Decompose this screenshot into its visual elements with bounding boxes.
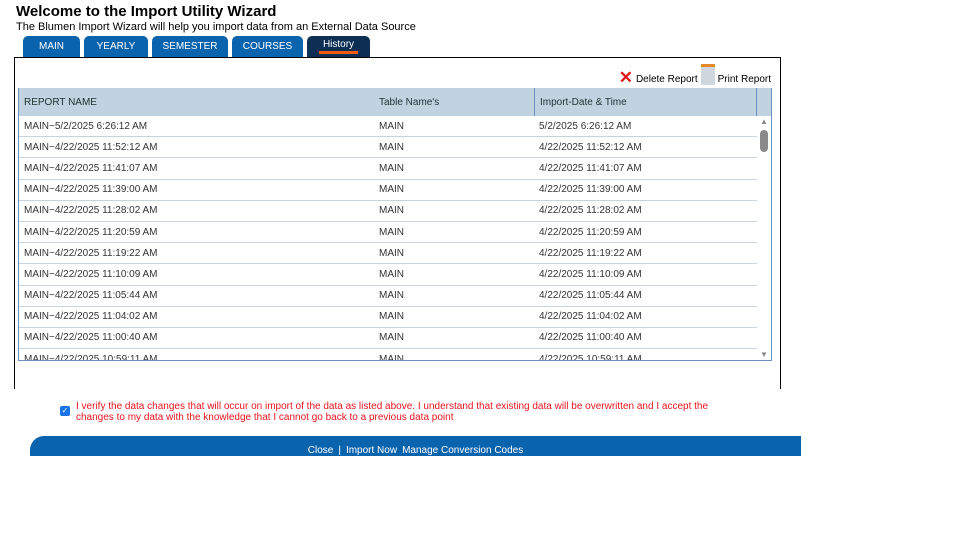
report-name-cell: MAIN~4/22/2025 11:19:22 AM (24, 247, 158, 259)
history-panel: ✕ Delete Report Print Report REPORT NAME… (14, 57, 781, 389)
import-date-cell: 4/22/2025 11:10:09 AM (539, 268, 642, 280)
delete-icon[interactable]: ✕ (618, 68, 633, 87)
table-name-cell: MAIN (379, 290, 404, 302)
table-row[interactable]: MAIN~4/22/2025 11:39:00 AM MAIN 4/22/2025 … (19, 180, 757, 201)
report-name-cell: MAIN~4/22/2025 11:20:59 AM (24, 226, 158, 238)
header-spacer (757, 88, 771, 116)
import-date-cell: 4/22/2025 11:05:44 AM (539, 290, 642, 302)
report-name-cell: MAIN~4/22/2025 11:05:44 AM (24, 290, 158, 302)
table-row[interactable]: MAIN~4/22/2025 11:52:12 AM MAIN 4/22/2025 … (19, 137, 757, 159)
import-date-cell: 4/22/2025 11:04:02 AM (539, 311, 642, 323)
table-row[interactable]: MAIN~4/22/2025 11:04:02 AM MAIN 4/22/2025 … (19, 307, 757, 328)
scrollbar-thumb[interactable] (760, 130, 768, 152)
tab-label: SEMESTER (162, 41, 218, 52)
report-name-cell: MAIN~4/22/2025 11:00:40 AM (24, 332, 158, 344)
import-date-cell: 4/22/2025 11:20:59 AM (539, 226, 642, 238)
history-table: REPORT NAME Table Name's Import-Date & T… (18, 88, 772, 361)
tab-label: History (318, 39, 359, 54)
report-name-cell: MAIN~4/22/2025 11:10:09 AM (24, 268, 158, 280)
import-date-cell: 5/2/2025 6:26:12 AM (539, 120, 632, 132)
import-date-cell: 4/22/2025 11:41:07 AM (539, 162, 642, 174)
tab-yearly[interactable]: YEARLY (84, 36, 148, 57)
import-date-cell: 4/22/2025 11:28:02 AM (539, 205, 642, 217)
table-row[interactable]: MAIN~4/22/2025 10:59:11 AM MAIN 4/22/2025 … (19, 349, 757, 360)
tab-bar: MAIN YEARLY SEMESTER COURSES History (23, 36, 370, 57)
report-name-cell: MAIN~4/22/2025 10:59:11 AM (24, 353, 158, 360)
tab-semester[interactable]: SEMESTER (152, 36, 228, 57)
report-name-cell: MAIN~4/22/2025 11:41:07 AM (24, 162, 158, 174)
import-date-cell: 4/22/2025 11:52:12 AM (539, 141, 642, 153)
column-header-import-date[interactable]: Import-Date & Time (534, 88, 757, 116)
page-title: Welcome to the Import Utility Wizard (16, 3, 277, 20)
verify-section: ✓ I verify the data changes that will oc… (60, 401, 730, 423)
table-name-cell: MAIN (379, 141, 404, 153)
table-row[interactable]: MAIN~4/22/2025 11:19:22 AM MAIN 4/22/2025 … (19, 243, 757, 265)
table-name-cell: MAIN (379, 184, 404, 196)
report-name-cell: MAIN~4/22/2025 11:04:02 AM (24, 311, 158, 323)
import-date-cell: 4/22/2025 11:00:40 AM (539, 332, 642, 344)
tab-courses[interactable]: COURSES (232, 36, 303, 57)
table-row[interactable]: MAIN~4/22/2025 11:28:02 AM MAIN 4/22/2025 … (19, 201, 757, 222)
tab-main[interactable]: MAIN (23, 36, 80, 57)
table-row[interactable]: MAIN~4/22/2025 11:05:44 AM MAIN 4/22/2025 … (19, 286, 757, 307)
import-date-cell: 4/22/2025 11:19:22 AM (539, 247, 642, 259)
table-name-cell: MAIN (379, 120, 404, 132)
footer-bar: Close | Import Now Manage Conversion Cod… (30, 436, 801, 456)
tab-label: MAIN (39, 41, 64, 52)
table-name-cell: MAIN (379, 332, 404, 344)
table-row[interactable]: MAIN~4/22/2025 11:00:40 AM MAIN 4/22/2025 … (19, 328, 757, 350)
report-name-cell: MAIN~4/22/2025 11:39:00 AM (24, 184, 158, 196)
tab-history[interactable]: History (307, 36, 370, 57)
page-subtitle: The Blumen Import Wizard will help you i… (16, 21, 416, 33)
table-row[interactable]: MAIN~4/22/2025 11:20:59 AM MAIN 4/22/2025 … (19, 222, 757, 244)
import-now-button[interactable]: Import Now (345, 445, 398, 456)
import-date-cell: 4/22/2025 10:59:11 AM (539, 353, 642, 360)
scroll-up-icon[interactable]: ▲ (760, 117, 768, 126)
verify-text: I verify the data changes that will occu… (76, 401, 709, 423)
verify-checkbox[interactable]: ✓ (60, 406, 70, 416)
table-name-cell: MAIN (379, 205, 404, 217)
table-name-cell: MAIN (379, 226, 404, 238)
report-name-cell: MAIN~5/2/2025 6:26:12 AM (24, 120, 148, 132)
table-row[interactable]: MAIN~5/2/2025 6:26:12 AM MAIN 5/2/2025 6:2… (19, 116, 757, 138)
table-header: REPORT NAME Table Name's Import-Date & T… (19, 88, 771, 116)
report-name-cell: MAIN~4/22/2025 11:28:02 AM (24, 205, 158, 217)
scrollbar[interactable]: ▲ ▼ (757, 116, 771, 360)
report-name-cell: MAIN~4/22/2025 11:52:12 AM (24, 141, 158, 153)
report-actions: ✕ Delete Report Print Report (618, 64, 771, 87)
column-header-report-name[interactable]: REPORT NAME (24, 96, 97, 108)
print-icon[interactable] (700, 64, 715, 85)
table-name-cell: MAIN (379, 353, 404, 360)
manage-conversion-codes-button[interactable]: Manage Conversion Codes (402, 445, 524, 456)
table-name-cell: MAIN (379, 311, 404, 323)
table-body: MAIN~5/2/2025 6:26:12 AM MAIN 5/2/2025 6:2… (19, 116, 771, 360)
table-name-cell: MAIN (379, 268, 404, 280)
print-report-button[interactable]: Print Report (717, 74, 771, 85)
separator: | (338, 445, 341, 456)
scroll-down-icon[interactable]: ▼ (760, 350, 768, 359)
table-name-cell: MAIN (379, 247, 404, 259)
table-row[interactable]: MAIN~4/22/2025 11:41:07 AM MAIN 4/22/2025 … (19, 158, 757, 180)
tab-label: COURSES (242, 41, 293, 52)
table-name-cell: MAIN (379, 162, 404, 174)
tab-label: YEARLY (96, 41, 136, 52)
close-button[interactable]: Close (307, 445, 334, 456)
import-date-cell: 4/22/2025 11:39:00 AM (539, 184, 642, 196)
column-header-table-name[interactable]: Table Name's (379, 96, 440, 108)
delete-report-button[interactable]: Delete Report (635, 74, 698, 85)
table-row[interactable]: MAIN~4/22/2025 11:10:09 AM MAIN 4/22/2025 … (19, 264, 757, 286)
